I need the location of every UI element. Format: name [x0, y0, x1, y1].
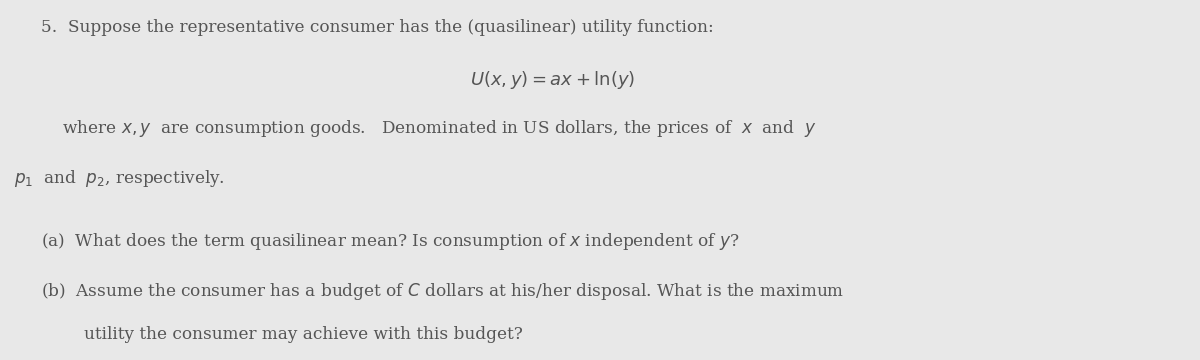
Text: (b)  Assume the consumer has a budget of $C$ dollars at his/her disposal. What i: (b) Assume the consumer has a budget of … — [42, 280, 845, 302]
Text: $p_1$  and  $p_2$, respectively.: $p_1$ and $p_2$, respectively. — [14, 168, 226, 189]
Text: where $x, y$  are consumption goods.   Denominated in US dollars, the prices of : where $x, y$ are consumption goods. Deno… — [42, 118, 817, 139]
Text: (a)  What does the term quasilinear mean? Is consumption of $x$ independent of $: (a) What does the term quasilinear mean?… — [42, 231, 740, 252]
Text: $U(x, y) = ax + \ln(y)$: $U(x, y) = ax + \ln(y)$ — [470, 69, 636, 91]
Text: 5.  Suppose the representative consumer has the (quasilinear) utility function:: 5. Suppose the representative consumer h… — [42, 19, 714, 36]
Text: utility the consumer may achieve with this budget?: utility the consumer may achieve with th… — [42, 327, 523, 343]
